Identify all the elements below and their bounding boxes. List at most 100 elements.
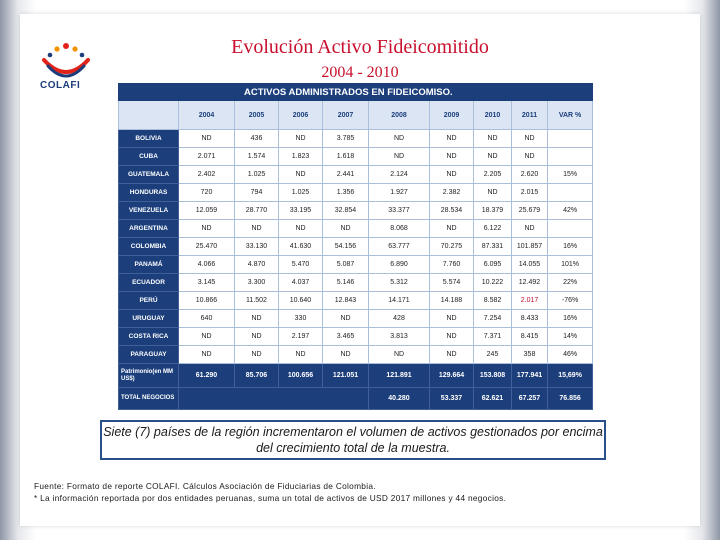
value-cell: 5.312: [368, 273, 430, 292]
value-cell: ND: [178, 345, 235, 364]
value-cell: 101%: [546, 255, 594, 274]
value-cell: 7.371: [473, 327, 512, 346]
value-cell: 18.379: [473, 201, 512, 220]
value-cell: 14.171: [368, 291, 430, 310]
table-row: ECUADOR 3.145 3.300 4.037 5.146 5.312 5.574 10.…: [118, 273, 594, 292]
value-cell: [546, 129, 594, 148]
value-cell: ND: [234, 345, 279, 364]
value-cell: 2.015: [511, 183, 548, 202]
value-cell: [546, 219, 594, 238]
value-cell: 153.808: [473, 363, 512, 388]
value-cell: ND: [429, 147, 474, 166]
value-cell: 6.095: [473, 255, 512, 274]
country-cell: ECUADOR: [118, 273, 179, 292]
value-cell: 46%: [546, 345, 594, 364]
country-cell: HONDURAS: [118, 183, 179, 202]
column-header: 2009: [429, 100, 474, 130]
value-cell: 436: [234, 129, 279, 148]
value-cell: 4.037: [278, 273, 323, 292]
value-cell: 2.017: [511, 291, 548, 310]
value-cell: 5.470: [278, 255, 323, 274]
value-cell: 358: [511, 345, 548, 364]
table-row: GUATEMALA 2.402 1.025 ND 2.441 2.124 ND 2.205 2.…: [118, 165, 594, 184]
value-cell: ND: [511, 129, 548, 148]
table-body: BOLIVIA ND 436 ND 3.785 ND ND ND ND CUBA 2.071 1.57…: [118, 129, 607, 410]
value-cell: ND: [322, 345, 369, 364]
value-cell: ND: [178, 327, 235, 346]
value-cell: 61.290: [178, 363, 235, 388]
column-header: 2008: [368, 100, 430, 130]
value-cell: 2.124: [368, 165, 430, 184]
value-cell: 121.891: [368, 363, 430, 388]
summary-note: Siete (7) países de la región incrementa…: [100, 420, 606, 460]
value-cell: 101.857: [511, 237, 548, 256]
value-cell: 8.068: [368, 219, 430, 238]
value-cell: ND: [511, 219, 548, 238]
country-cell: GUATEMALA: [118, 165, 179, 184]
value-cell: 16%: [546, 237, 594, 256]
value-cell: ND: [322, 309, 369, 328]
table-row: CUBA 2.071 1.574 1.823 1.618 ND ND ND ND: [118, 147, 594, 166]
value-cell: ND: [278, 219, 323, 238]
country-cell: URUGUAY: [118, 309, 179, 328]
value-cell: 6.890: [368, 255, 430, 274]
column-header: 2007: [322, 100, 369, 130]
value-cell: 7.760: [429, 255, 474, 274]
column-header: [118, 100, 179, 130]
value-cell: 1.025: [278, 183, 323, 202]
value-cell: 7.254: [473, 309, 512, 328]
value-cell: 640: [178, 309, 235, 328]
value-cell: ND: [234, 309, 279, 328]
assets-table: ACTIVOS ADMINISTRADOS EN FIDEICOMISO. 20…: [117, 83, 607, 410]
table-row: PARAGUAY ND ND ND ND ND ND 245 358 46%: [118, 345, 594, 364]
value-cell: 1.025: [234, 165, 279, 184]
column-header: 2005: [234, 100, 279, 130]
value-cell: 1.356: [322, 183, 369, 202]
table-row: URUGUAY 640 ND 330 ND 428 ND 7.254 8.433 16%: [118, 309, 594, 328]
value-cell: 54.156: [322, 237, 369, 256]
colafi-logo-icon: [42, 43, 90, 78]
country-cell: BOLIVIA: [118, 129, 179, 148]
patrimonio-label: Patrimonio(en MM US$): [118, 363, 179, 388]
value-cell: 1.574: [234, 147, 279, 166]
value-cell: 25.679: [511, 201, 548, 220]
negocios-row: TOTAL NEGOCIOS 40.280 53.337 62.621 67.257 76…: [118, 387, 607, 410]
value-cell: 2.441: [322, 165, 369, 184]
value-cell: ND: [368, 345, 430, 364]
value-cell: 62.621: [473, 387, 512, 410]
table-row: PERÚ 10.866 11.502 10.640 12.843 14.171 14.188…: [118, 291, 594, 310]
value-cell: 121.051: [322, 363, 369, 388]
page-title: Evolución Activo Fideicomitido: [231, 36, 489, 58]
country-cell: PANAMÁ: [118, 255, 179, 274]
value-cell: 15%: [546, 165, 594, 184]
value-cell: 14.055: [511, 255, 548, 274]
country-cell: CUBA: [118, 147, 179, 166]
country-cell: COLOMBIA: [118, 237, 179, 256]
value-cell: 25.470: [178, 237, 235, 256]
value-cell: 129.664: [429, 363, 474, 388]
value-cell: 8.433: [511, 309, 548, 328]
value-cell: 87.331: [473, 237, 512, 256]
table-row: ARGENTINA ND ND ND ND 8.068 ND 6.122 ND: [118, 219, 594, 238]
value-cell: 2.382: [429, 183, 474, 202]
negocios-label: TOTAL NEGOCIOS: [118, 387, 179, 410]
table-row: COSTA RICA ND ND 2.197 3.465 3.813 ND 7.371 8.41…: [118, 327, 594, 346]
footnote-line: * La información reportada por dos entid…: [34, 493, 507, 503]
value-cell: 3.300: [234, 273, 279, 292]
country-cell: PERÚ: [118, 291, 179, 310]
column-header: 2004: [178, 100, 235, 130]
value-cell: 720: [178, 183, 235, 202]
column-header: 2010: [473, 100, 512, 130]
value-cell: ND: [511, 147, 548, 166]
value-cell: 40.280: [368, 387, 430, 410]
patrimonio-row: Patrimonio(en MM US$) 61.290 85.706 100.656…: [118, 363, 594, 388]
value-cell: 32.854: [322, 201, 369, 220]
value-cell: 15,69%: [546, 363, 594, 388]
value-cell: ND: [322, 219, 369, 238]
value-cell: 794: [234, 183, 279, 202]
value-cell: 41.630: [278, 237, 323, 256]
value-cell: 100.656: [278, 363, 323, 388]
value-cell: ND: [429, 327, 474, 346]
logo-text: COLAFI: [40, 80, 81, 91]
value-cell: ND: [234, 219, 279, 238]
